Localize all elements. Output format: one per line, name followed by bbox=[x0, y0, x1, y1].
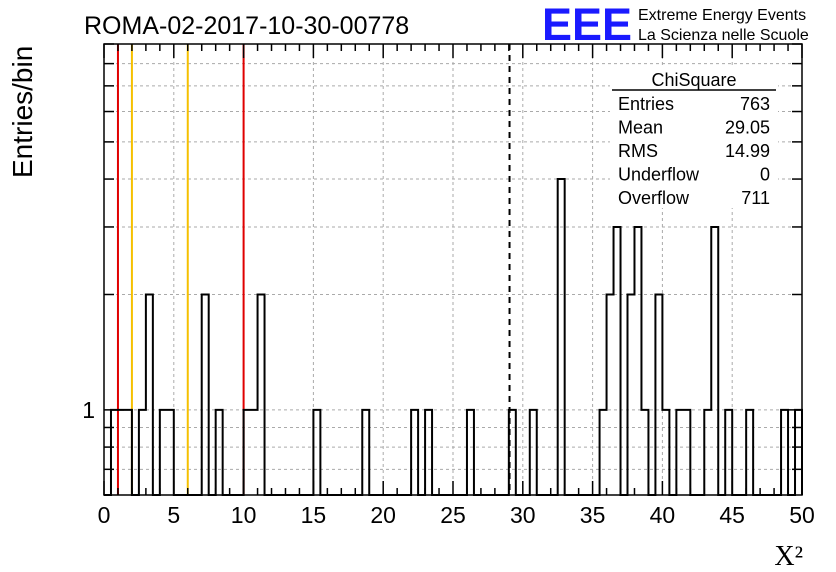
stats-title: ChiSquare bbox=[651, 70, 736, 90]
y-tick-label: 1 bbox=[82, 397, 95, 423]
histogram-bin bbox=[425, 410, 432, 495]
stats-label: Overflow bbox=[618, 188, 690, 208]
histogram-bin bbox=[167, 410, 174, 495]
x-tick-label: 30 bbox=[510, 502, 536, 528]
histogram-bin bbox=[614, 227, 621, 495]
logo-line1: Extreme Energy Events bbox=[638, 7, 806, 24]
x-axis-label: X² bbox=[774, 541, 803, 572]
histogram-bin bbox=[704, 410, 711, 495]
histogram-bin bbox=[676, 410, 683, 495]
histogram-bin bbox=[125, 410, 132, 495]
stats-value: 29.05 bbox=[725, 118, 770, 138]
y-axis-label: Entries/bin bbox=[7, 46, 38, 178]
histogram-bin bbox=[467, 410, 474, 495]
stats-value: 14.99 bbox=[725, 141, 770, 161]
histogram-bin bbox=[216, 410, 223, 495]
x-tick-label: 20 bbox=[370, 502, 396, 528]
histogram-bin bbox=[251, 410, 258, 495]
histogram-bin bbox=[655, 294, 662, 495]
histogram-bin bbox=[313, 410, 320, 495]
stats-label: Entries bbox=[618, 94, 674, 114]
histogram-bin bbox=[662, 410, 669, 495]
y-tick-labels: 1 bbox=[82, 397, 95, 423]
x-tick-label: 5 bbox=[167, 502, 180, 528]
histogram-bin bbox=[795, 410, 802, 495]
x-tick-label: 45 bbox=[719, 502, 745, 528]
x-tick-labels: 0 5 10 15 20 25 30 35 40 45 50 bbox=[98, 502, 815, 528]
histogram-bin bbox=[607, 294, 614, 495]
histogram-bin bbox=[628, 294, 635, 495]
stats-value: 763 bbox=[740, 94, 770, 114]
histogram-bin bbox=[146, 294, 153, 495]
chart-title: ROMA-02-2017-10-30-00778 bbox=[84, 12, 409, 40]
axis-ticks bbox=[103, 43, 803, 495]
stats-box: ChiSquare Entries 763 Mean 29.05 RMS 14.99 Und… bbox=[610, 66, 778, 208]
histogram-bin bbox=[711, 227, 718, 495]
stats-label: Mean bbox=[618, 118, 663, 138]
histogram-bin bbox=[634, 227, 641, 495]
histogram-bin bbox=[641, 410, 648, 495]
histogram-bin bbox=[139, 410, 146, 495]
x-tick-label: 40 bbox=[650, 502, 676, 528]
stats-value: 0 bbox=[760, 165, 770, 185]
histogram-bin bbox=[509, 410, 516, 495]
histogram-bin bbox=[111, 410, 118, 495]
histogram-bin bbox=[781, 410, 788, 495]
stats-value: 711 bbox=[741, 188, 770, 208]
histogram-bin bbox=[160, 410, 167, 495]
histogram-bin bbox=[118, 410, 125, 495]
histogram-bin bbox=[683, 410, 690, 495]
histogram-bin bbox=[725, 410, 732, 495]
stats-label: RMS bbox=[618, 141, 658, 161]
x-tick-label: 15 bbox=[301, 502, 327, 528]
x-tick-label: 10 bbox=[231, 502, 257, 528]
x-tick-label: 0 bbox=[98, 502, 111, 528]
histogram-bin bbox=[244, 410, 251, 495]
histogram-bin bbox=[530, 410, 537, 495]
histogram-bin bbox=[411, 410, 418, 495]
logo-mark: EEE bbox=[542, 0, 632, 50]
x-tick-label: 25 bbox=[440, 502, 466, 528]
histogram-bin bbox=[600, 410, 607, 495]
histogram-bin bbox=[362, 410, 369, 495]
logo-line2: La Scienza nelle Scuole bbox=[638, 27, 809, 44]
histogram-bins bbox=[111, 179, 802, 495]
histogram-bin bbox=[746, 410, 753, 495]
eee-logo: EEE Extreme Energy Events La Scienza nel… bbox=[542, 0, 809, 50]
histogram-bin bbox=[558, 179, 565, 495]
histogram-bin bbox=[258, 294, 265, 495]
histogram-bin bbox=[202, 294, 209, 495]
stats-label: Underflow bbox=[618, 165, 700, 185]
x-tick-label: 35 bbox=[580, 502, 606, 528]
x-tick-label: 50 bbox=[789, 502, 815, 528]
